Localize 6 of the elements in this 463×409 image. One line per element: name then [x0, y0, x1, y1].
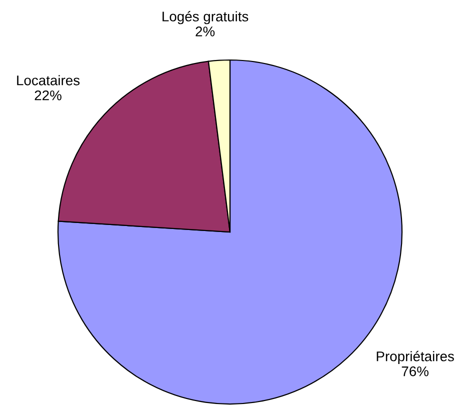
data-label: 22% — [34, 90, 62, 100]
slice-label: Propriétaires — [376, 350, 454, 364]
data-label: 2% — [196, 26, 215, 36]
data-label: 76% — [402, 366, 428, 376]
slice-label: Logés gratuits — [162, 11, 248, 24]
slice-label: Locataires — [17, 75, 80, 86]
